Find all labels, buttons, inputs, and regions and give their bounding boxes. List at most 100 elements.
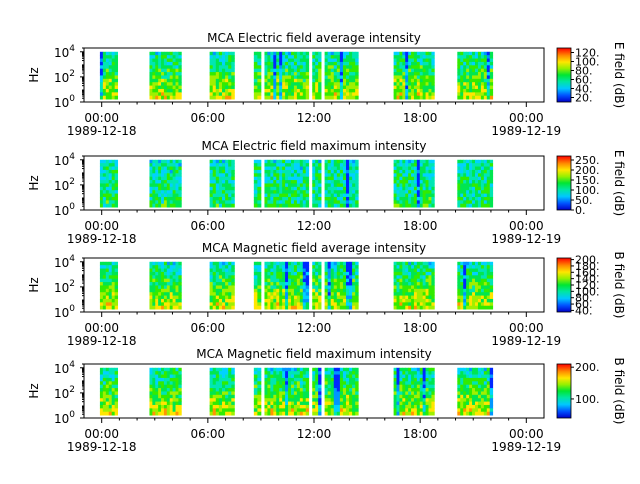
- spectrogram-cell: [423, 282, 426, 286]
- spectrogram-cell: [254, 96, 258, 100]
- spectrogram-cell: [231, 269, 234, 273]
- spectrogram-cell: [487, 265, 490, 269]
- spectrogram-cell: [213, 405, 216, 409]
- spectrogram-cell: [267, 204, 270, 208]
- spectrogram-cell: [355, 279, 358, 283]
- spectrogram-cell: [231, 180, 234, 184]
- spectrogram-cell: [325, 265, 328, 269]
- spectrogram-cell: [414, 405, 417, 409]
- spectrogram-cell: [264, 183, 267, 187]
- spectrogram-cell: [411, 82, 414, 86]
- spectrogram-cell: [115, 289, 118, 293]
- spectrogram-cell: [426, 190, 429, 194]
- spectrogram-cell: [426, 59, 429, 63]
- spectrogram-cell: [222, 265, 225, 269]
- spectrogram-cell: [279, 197, 282, 201]
- spectrogram-cell: [109, 279, 112, 283]
- spectrogram-cell: [331, 285, 334, 289]
- x-date-label: 1989-12-19: [491, 334, 561, 348]
- spectrogram-cell: [285, 65, 288, 69]
- spectrogram-cell: [273, 275, 276, 279]
- spectrogram-cell: [328, 96, 331, 100]
- spectrogram-cell: [478, 391, 481, 395]
- spectrogram-cell: [112, 62, 115, 66]
- spectrogram-cell: [167, 292, 170, 296]
- spectrogram-cell: [152, 402, 155, 406]
- spectrogram-cell: [225, 180, 228, 184]
- spectrogram-cell: [431, 405, 434, 409]
- spectrogram-cell: [100, 265, 103, 269]
- spectrogram-cell: [270, 92, 273, 96]
- spectrogram-cell: [170, 177, 173, 181]
- spectrogram-cell: [285, 299, 288, 303]
- spectrogram-cell: [431, 275, 434, 279]
- spectrogram-cell: [331, 292, 334, 296]
- spectrogram-cell: [423, 163, 426, 167]
- spectrogram-cell: [225, 275, 228, 279]
- spectrogram-cell: [273, 82, 276, 86]
- spectrogram-cell: [423, 65, 426, 69]
- spectrogram-cell: [349, 289, 352, 293]
- spectrogram-cell: [394, 285, 397, 289]
- spectrogram-cell: [331, 89, 334, 93]
- spectrogram-cell: [397, 371, 400, 375]
- spectrogram-cell: [100, 306, 103, 310]
- spectrogram-cell: [155, 282, 158, 286]
- spectrogram-cell: [325, 289, 328, 293]
- spectrogram-cell: [466, 296, 469, 300]
- spectrogram-cell: [109, 200, 112, 204]
- spectrogram-cell: [306, 269, 309, 273]
- spectrogram-cell: [300, 272, 303, 276]
- spectrogram-cell: [469, 279, 472, 283]
- spectrogram-cell: [100, 398, 103, 402]
- spectrogram-cell: [490, 282, 493, 286]
- spectrogram-cell: [397, 275, 400, 279]
- spectrogram-cell: [267, 183, 270, 187]
- spectrogram-cell: [478, 167, 481, 171]
- spectrogram-cell: [337, 371, 340, 375]
- spectrogram-cell: [155, 391, 158, 395]
- spectrogram-cell: [423, 167, 426, 171]
- spectrogram-cell: [417, 279, 420, 283]
- spectrogram-cell: [100, 395, 103, 399]
- x-tick-label: 06:00: [191, 111, 226, 125]
- spectrogram-cell: [431, 75, 434, 79]
- spectrogram-cell: [312, 79, 315, 83]
- spectrogram-cell: [484, 86, 487, 90]
- spectrogram-cell: [210, 197, 213, 201]
- spectrogram-cell: [303, 65, 306, 69]
- spectrogram-cell: [405, 163, 408, 167]
- spectrogram-cell: [100, 55, 103, 59]
- spectrogram-cell: [475, 381, 478, 385]
- spectrogram-cell: [303, 289, 306, 293]
- spectrogram-cell: [276, 375, 279, 379]
- spectrogram-cell: [420, 285, 423, 289]
- spectrogram-cell: [466, 395, 469, 399]
- spectrogram-cell: [225, 375, 228, 379]
- spectrogram-cell: [264, 296, 267, 300]
- spectrogram-cell: [334, 302, 337, 306]
- spectrogram-cell: [405, 180, 408, 184]
- spectrogram-cell: [394, 279, 397, 283]
- spectrogram-cell: [331, 62, 334, 66]
- spectrogram-cell: [349, 180, 352, 184]
- spectrogram-cell: [288, 163, 291, 167]
- spectrogram-cell: [405, 167, 408, 171]
- spectrogram-cell: [257, 381, 261, 385]
- spectrogram-cell: [394, 75, 397, 79]
- panel-title: MCA Magnetic field maximum intensity: [196, 347, 432, 361]
- y-axis-label: Hz: [27, 175, 41, 190]
- spectrogram-cell: [282, 292, 285, 296]
- spectrogram-cell: [291, 86, 294, 90]
- spectrogram-cell: [318, 167, 321, 171]
- spectrogram-cell: [225, 412, 228, 416]
- spectrogram-cell: [178, 167, 181, 171]
- spectrogram-cell: [399, 412, 402, 416]
- spectrogram-cell: [216, 160, 219, 164]
- spectrogram-cell: [469, 173, 472, 177]
- spectrogram-cell: [149, 75, 152, 79]
- spectrogram-cell: [155, 395, 158, 399]
- spectrogram-cell: [417, 86, 420, 90]
- spectrogram-cell: [331, 194, 334, 198]
- spectrogram-cell: [164, 52, 167, 56]
